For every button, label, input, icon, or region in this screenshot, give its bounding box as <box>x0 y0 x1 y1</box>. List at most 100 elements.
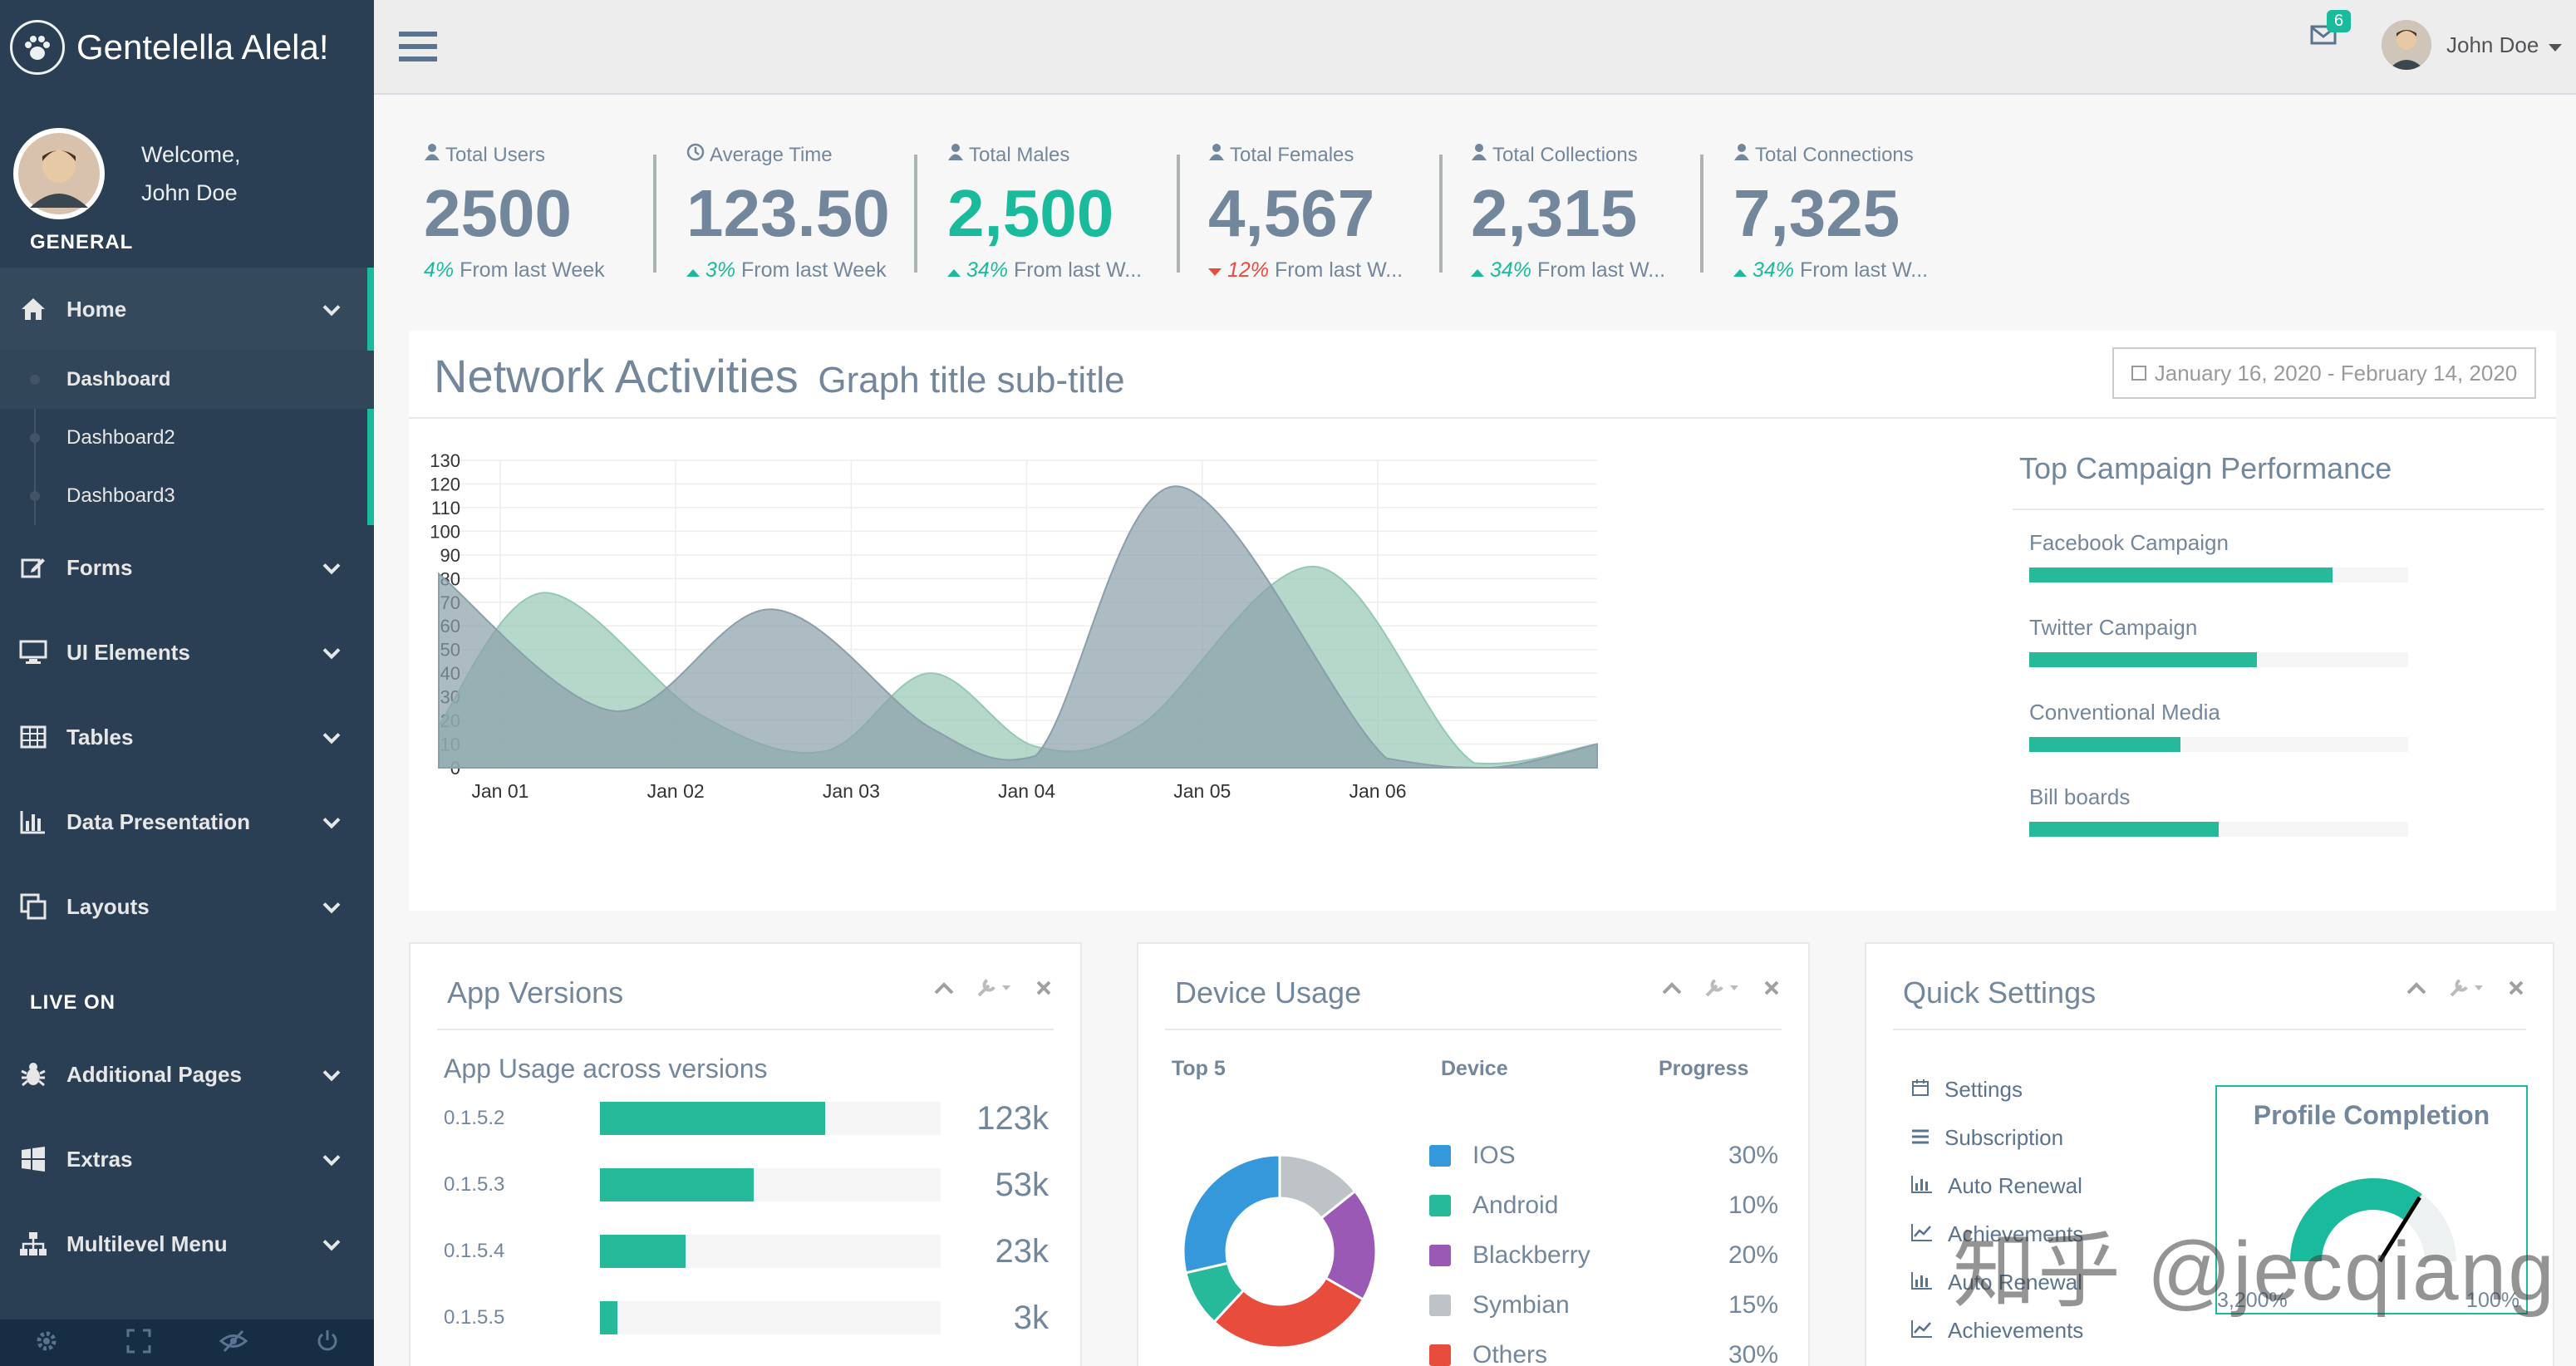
calendar-icon <box>1911 1077 1930 1103</box>
panel-title: Network Activities Graph title sub-title <box>434 349 1125 403</box>
legend-swatch <box>1429 1344 1451 1366</box>
y-tick-label: 100 <box>430 521 460 542</box>
date-range-picker[interactable]: January 16, 2020 - February 14, 2020 <box>2112 347 2536 399</box>
user-icon <box>1733 143 1750 167</box>
campaign-item: Facebook Campaign <box>2029 530 2408 582</box>
quick-settings-link[interactable]: Settings <box>1911 1077 2023 1103</box>
chevron-up-icon[interactable] <box>934 981 954 999</box>
profile-name: John Doe <box>141 180 238 205</box>
bar-chart-icon <box>1911 1173 1933 1199</box>
settings-icon[interactable] <box>34 1329 59 1358</box>
stat-total-collections: Total Collections 2,315 34% From last W.… <box>1471 143 1735 297</box>
quick-settings-link[interactable]: Achievements <box>1911 1221 2083 1247</box>
sidebar-item-extras[interactable]: Extras <box>0 1117 374 1201</box>
version-name: 0.1.5.2 <box>444 1107 505 1129</box>
quick-settings-link[interactable]: Subscription <box>1911 1125 2063 1151</box>
menu-toggle-icon[interactable] <box>399 30 437 67</box>
stat-foot: From last W... <box>1531 258 1666 282</box>
user-name: John Doe <box>2446 32 2539 57</box>
chevron-down-icon <box>322 640 341 666</box>
sidebar-item-forms[interactable]: Forms <box>0 525 374 610</box>
sidebar-item-layouts[interactable]: Layouts <box>0 864 374 949</box>
campaign-name: Twitter Campaign <box>2029 615 2198 640</box>
sidebar-item-ui-elements[interactable]: UI Elements <box>0 610 374 695</box>
sidebar-item-label: Extras <box>66 1146 133 1172</box>
home-submenu: Dashboard Dashboard2 Dashboard3 <box>0 351 374 525</box>
sidebar-item-multilevel-menu[interactable]: Multilevel Menu <box>0 1201 374 1286</box>
quick-settings-link[interactable]: Auto Renewal <box>1911 1173 2082 1199</box>
quick-settings-label: Subscription <box>1944 1125 2064 1150</box>
chevron-down-icon <box>322 555 341 581</box>
sidebar-item-data-presentation[interactable]: Data Presentation <box>0 779 374 864</box>
quick-settings-link[interactable]: Auto Renewal <box>1911 1270 2082 1295</box>
sidebar-item-additional-pages[interactable]: Additional Pages <box>0 1032 374 1117</box>
device-row: Others 30% <box>1429 1334 1778 1366</box>
campaign-progress <box>2029 652 2257 667</box>
power-icon[interactable] <box>315 1329 340 1358</box>
bug-icon <box>17 1058 50 1091</box>
gauge-needle <box>2377 1196 2421 1263</box>
stat-total-males: Total Males 2,500 34% From last W... <box>947 143 1212 297</box>
line-chart-icon <box>1911 1318 1933 1344</box>
caret-down-icon <box>2549 32 2563 58</box>
version-name: 0.1.5.5 <box>444 1306 505 1329</box>
stat-foot: From last W... <box>1794 258 1929 282</box>
panel-title: Device Usage <box>1175 975 1362 1010</box>
sidebar-item-label: Data Presentation <box>66 808 251 834</box>
stat-average-time: Average Time 123.50 3% From last Week <box>686 143 951 297</box>
sidebar-item-tables[interactable]: Tables <box>0 695 374 779</box>
bars-icon <box>1911 1125 1930 1151</box>
stat-label: Total Collections <box>1492 143 1638 166</box>
close-icon[interactable] <box>2508 980 2524 1000</box>
campaign-name: Conventional Media <box>2029 700 2220 725</box>
quick-settings-label: Achievements <box>1948 1221 2084 1246</box>
chevron-up-icon[interactable] <box>2406 981 2426 999</box>
watermark-text: 知乎 @jecqiang <box>1953 1225 2556 1318</box>
chevron-down-icon <box>322 809 341 835</box>
user-menu[interactable]: John Doe <box>2382 20 2563 70</box>
stat-percent: 34% <box>1489 258 1531 282</box>
stat-count: 7,325 <box>1733 176 1900 250</box>
legend-swatch <box>1429 1295 1451 1316</box>
bar-chart-icon <box>1911 1270 1933 1295</box>
user-icon <box>947 143 964 167</box>
line-chart-icon <box>1911 1221 1933 1247</box>
wrench-icon[interactable] <box>1703 977 1742 1003</box>
device-name: IOS <box>1472 1142 1516 1169</box>
sidebar-item-label: Additional Pages <box>66 1061 242 1087</box>
device-value: 30% <box>1728 1142 1778 1169</box>
wrench-icon[interactable] <box>2448 977 2486 1003</box>
sidebar-subitem-dashboard2[interactable]: Dashboard2 <box>0 409 374 467</box>
donut-slice <box>1182 1153 1281 1275</box>
quick-settings-link[interactable]: Achievements <box>1911 1318 2083 1344</box>
caret-up-icon <box>1733 258 1747 282</box>
sidebar-item-label: Layouts <box>66 893 150 919</box>
stat-foot: From last Week <box>735 258 887 282</box>
version-name: 0.1.5.4 <box>444 1240 505 1262</box>
device-usage-panel: Device Usage Top 5 Device Progress IOS 3… <box>1137 942 1810 1366</box>
quick-settings-panel: Quick Settings Settings Subscription Aut… <box>1865 942 2554 1366</box>
device-row: Symbian 15% <box>1429 1285 1778 1326</box>
x-tick-label: Jan 02 <box>647 780 705 802</box>
chevron-up-icon[interactable] <box>1662 981 1682 999</box>
donut-slice <box>1212 1275 1365 1349</box>
sidebar-subitem-dashboard3[interactable]: Dashboard3 <box>0 467 374 525</box>
caret-down-icon <box>1208 258 1222 282</box>
version-row: 0.1.5.2 123k <box>444 1093 1075 1143</box>
y-tick-label: 110 <box>431 498 460 518</box>
wrench-icon[interactable] <box>976 977 1014 1003</box>
chevron-down-icon <box>322 1062 341 1088</box>
stat-label: Total Females <box>1230 143 1354 166</box>
eye-slash-icon[interactable] <box>219 1329 248 1358</box>
fullscreen-icon[interactable] <box>126 1329 151 1358</box>
stat-percent: 4% <box>424 258 455 282</box>
version-progress <box>600 1168 754 1201</box>
close-icon[interactable] <box>1763 980 1780 1000</box>
paw-icon <box>10 20 65 75</box>
close-icon[interactable] <box>1035 980 1052 1000</box>
chevron-down-icon <box>322 297 341 322</box>
brand[interactable]: Gentelella Alela! <box>0 0 374 95</box>
sidebar-subitem-dashboard[interactable]: Dashboard <box>0 351 374 409</box>
sidebar-item-home[interactable]: Home <box>0 268 374 351</box>
y-tick-label: 120 <box>430 474 460 494</box>
